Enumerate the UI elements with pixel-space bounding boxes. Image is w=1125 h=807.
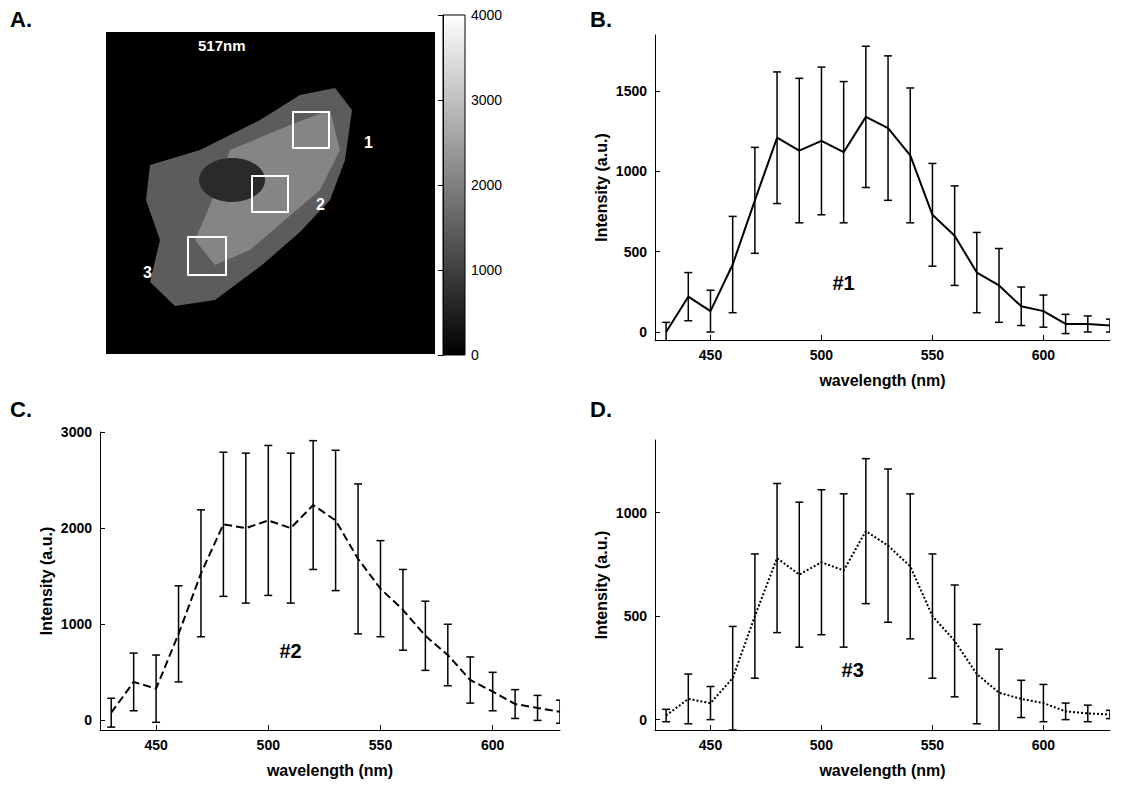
svg-text:1000: 1000 <box>471 262 502 278</box>
svg-text:2000: 2000 <box>61 520 92 536</box>
svg-text:A.: A. <box>10 7 32 32</box>
svg-text:0: 0 <box>639 712 647 728</box>
svg-text:4000: 4000 <box>471 7 502 23</box>
svg-text:500: 500 <box>624 608 648 624</box>
svg-text:500: 500 <box>624 244 648 260</box>
svg-text:0: 0 <box>471 347 479 363</box>
svg-text:B.: B. <box>590 7 612 32</box>
svg-text:C.: C. <box>10 397 32 422</box>
svg-text:2: 2 <box>316 196 325 213</box>
svg-text:Intensity (a.u.): Intensity (a.u.) <box>593 133 610 241</box>
svg-text:550: 550 <box>921 347 945 363</box>
svg-text:500: 500 <box>257 737 281 753</box>
svg-text:500: 500 <box>810 737 834 753</box>
svg-text:3: 3 <box>143 264 152 281</box>
svg-text:500: 500 <box>810 347 834 363</box>
svg-text:#1: #1 <box>832 272 854 294</box>
svg-text:450: 450 <box>699 737 723 753</box>
svg-text:wavelength (nm): wavelength (nm) <box>818 762 945 779</box>
svg-text:3000: 3000 <box>61 424 92 440</box>
svg-text:600: 600 <box>1032 737 1056 753</box>
svg-text:600: 600 <box>1032 347 1056 363</box>
svg-text:600: 600 <box>481 737 505 753</box>
svg-text:550: 550 <box>369 737 393 753</box>
svg-text:1500: 1500 <box>616 83 647 99</box>
svg-text:517nm: 517nm <box>198 37 246 54</box>
svg-text:#3: #3 <box>842 659 864 681</box>
svg-text:1000: 1000 <box>61 616 92 632</box>
svg-text:2000: 2000 <box>471 177 502 193</box>
svg-text:3000: 3000 <box>471 92 502 108</box>
svg-text:D.: D. <box>590 397 612 422</box>
svg-text:1000: 1000 <box>616 505 647 521</box>
svg-text:1000: 1000 <box>616 163 647 179</box>
svg-text:wavelength (nm): wavelength (nm) <box>818 372 945 389</box>
svg-text:Intensity (a.u.): Intensity (a.u.) <box>38 527 55 635</box>
svg-text:wavelength (nm): wavelength (nm) <box>266 762 393 779</box>
svg-text:0: 0 <box>84 712 92 728</box>
svg-text:550: 550 <box>921 737 945 753</box>
svg-text:1: 1 <box>364 134 373 151</box>
svg-text:450: 450 <box>144 737 168 753</box>
svg-text:#2: #2 <box>279 640 301 662</box>
svg-text:0: 0 <box>639 324 647 340</box>
svg-text:Intensity (a.u.): Intensity (a.u.) <box>593 531 610 639</box>
svg-text:450: 450 <box>699 347 723 363</box>
